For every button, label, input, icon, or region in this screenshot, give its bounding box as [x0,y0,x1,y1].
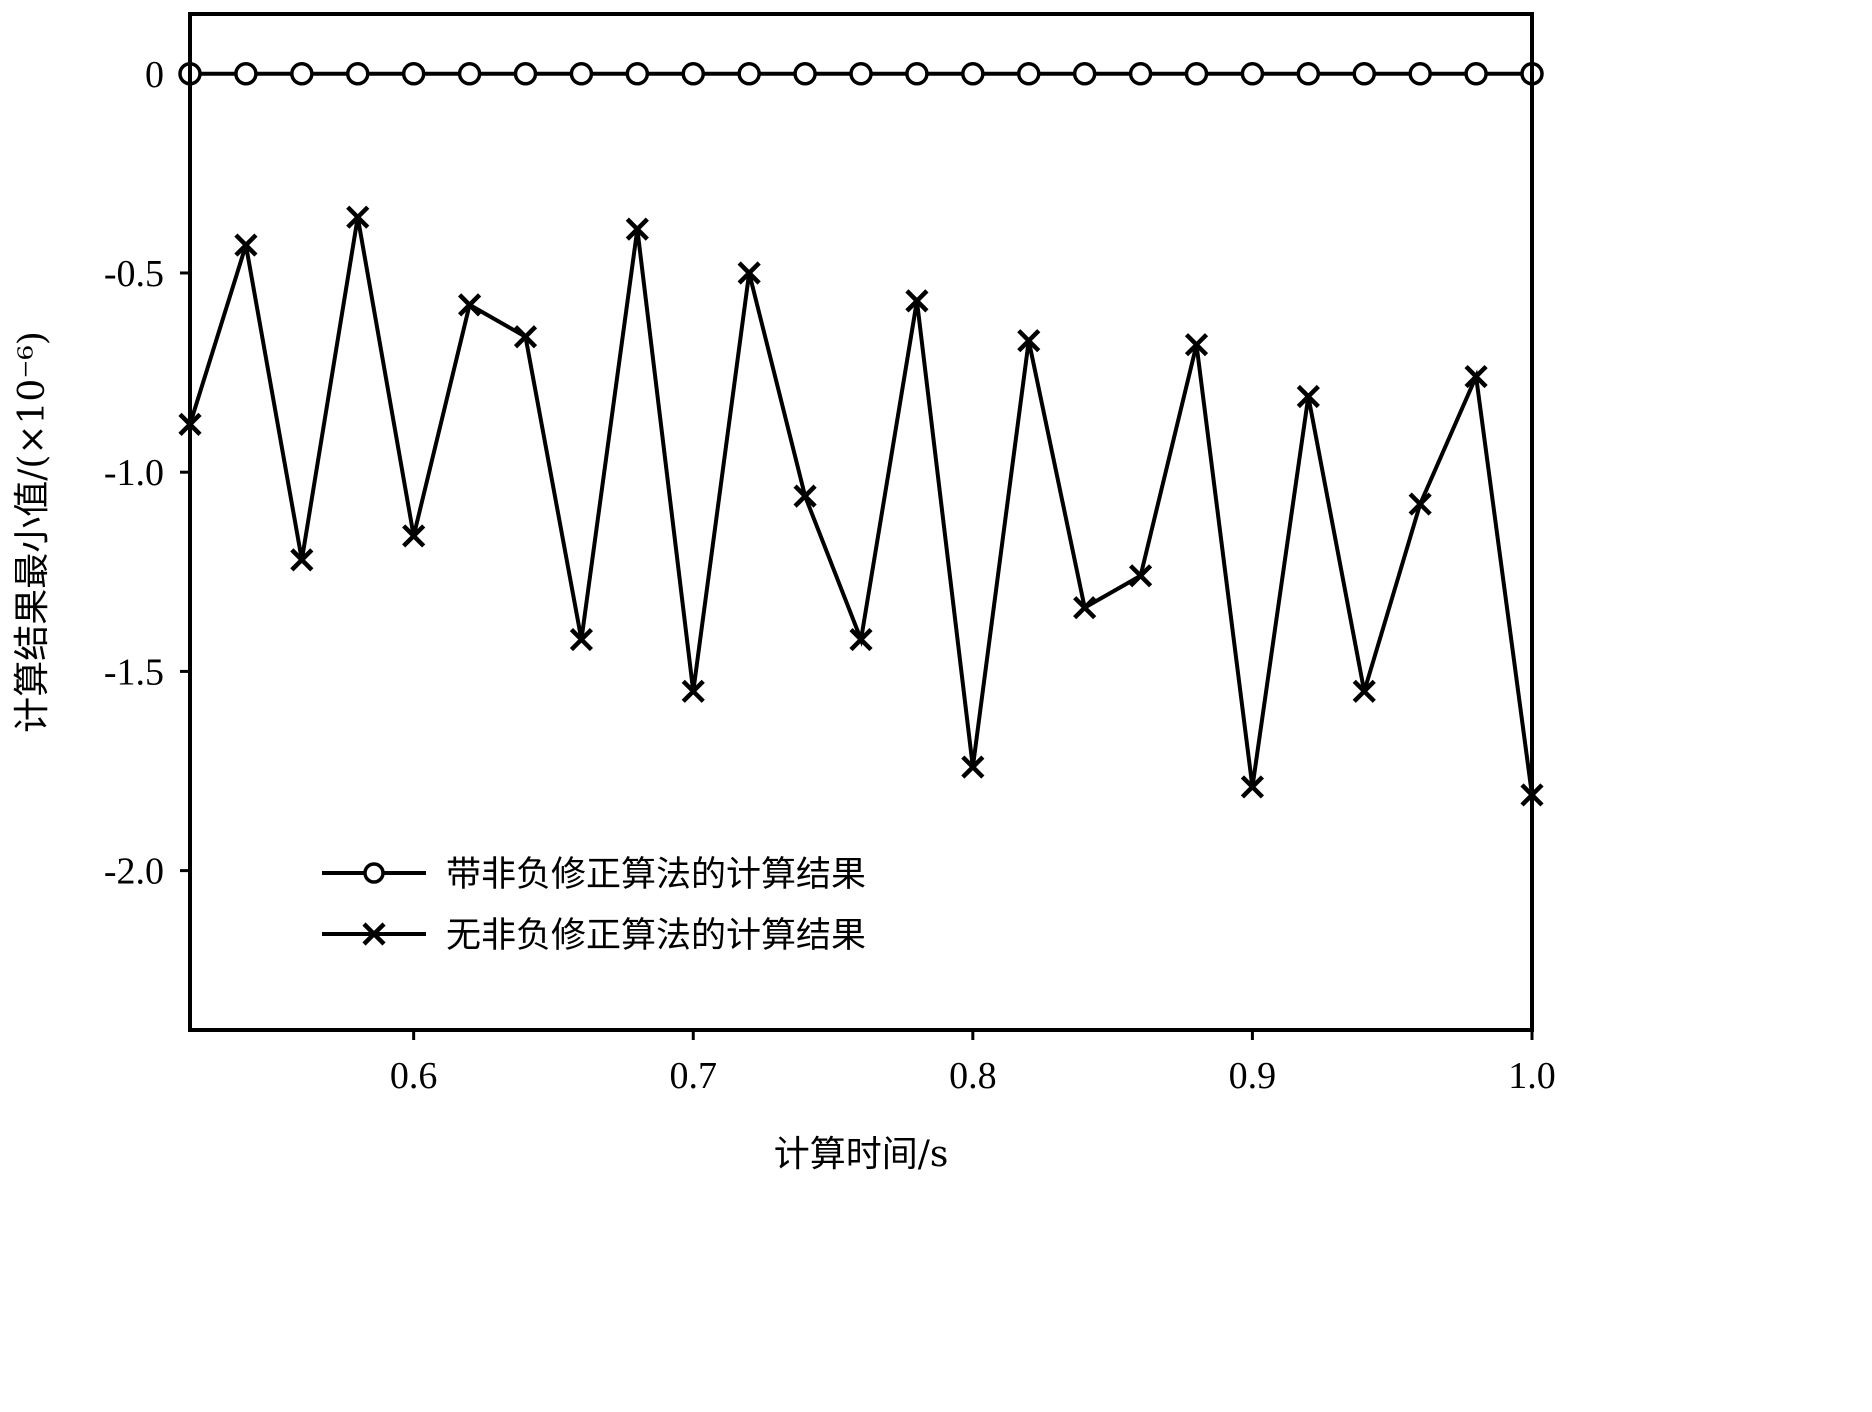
x-marker-point [1017,329,1041,353]
circle-marker-point [1240,62,1265,86]
x-marker-point [290,548,314,572]
legend-entry-circle-series: 带非负修正算法的计算结果 [322,855,866,895]
circle-marker-point [737,62,761,86]
circle-marker-point [290,62,314,86]
legend-label-x-series: 无非负修正算法的计算结果 [446,916,866,956]
y-axis-title: 计算结果最小值/(×10⁻⁶) [12,331,53,733]
circle-marker-point [569,62,594,86]
legend-label-circle-series: 带非负修正算法的计算结果 [446,855,866,895]
series-line-2 [188,216,1534,796]
x-marker-point [1184,333,1209,357]
y-axis-ticks: 0 -0.5 -1.0 -1.5 -2.0 [104,54,190,893]
circle-marker-point [961,62,985,86]
x-marker-point [1128,564,1153,588]
x-marker-point [905,289,929,313]
x-tick-label: 0.8 [949,1055,997,1097]
y-tick-label: -2.0 [104,851,164,893]
x-marker-point [1408,492,1432,516]
x-marker-point [1464,364,1488,389]
x-marker-point [346,205,370,229]
circle-marker-point [1296,62,1321,86]
circle-marker-point [1072,62,1097,86]
circle-marker-point [849,62,873,86]
circle-marker-point [1408,62,1432,86]
series-layer [178,62,1544,807]
circle-marker-point [625,62,650,86]
circle-marker-point [1352,62,1376,86]
plot-area-frame [188,12,1534,1032]
circle-marker-point [346,62,370,86]
line-chart: 0.6 0.7 0.8 0.9 1.0 0 -0.5 -1.0 -1.5 -2.0 计算时间/s… [12,12,1556,1175]
x-marker-point [513,325,538,349]
x-tick-label: 0.6 [390,1055,438,1097]
y-tick-label: -0.5 [104,253,164,295]
x-marker-point [457,293,482,317]
y-tick-label: 0 [145,54,164,96]
y-tick-label: -1.5 [104,651,164,693]
x-tick-label: 0.7 [670,1055,718,1097]
circle-marker-point [1184,62,1209,86]
x-marker-point [737,261,761,285]
x-tick-label: 1.0 [1508,1055,1556,1097]
circle-marker-point [793,62,817,86]
x-marker-point [625,217,649,241]
x-axis-ticks: 0.6 0.7 0.8 0.9 1.0 [390,1030,1556,1097]
legend-marker-x [362,922,386,946]
x-axis-title: 计算时间/s [774,1134,949,1175]
x-marker-point [234,233,258,257]
legend-marker-circle [363,862,385,884]
circle-marker-point [457,62,482,86]
x-marker-point [1296,384,1320,409]
x-marker-point [1240,775,1265,799]
circle-marker-point [401,62,426,86]
x-marker-point [1352,679,1376,703]
legend: 带非负修正算法的计算结果 无非负修正算法的计算结果 [322,855,866,956]
circle-marker-point [1128,62,1153,86]
circle-marker-point [513,62,538,86]
x-marker-point [681,679,705,703]
x-marker-point [569,627,594,652]
circle-marker-point [1464,62,1488,86]
x-marker-point [961,755,985,779]
x-marker-point [402,524,426,548]
legend-entry-x-series: 无非负修正算法的计算结果 [322,916,866,956]
x-tick-label: 0.9 [1229,1055,1277,1097]
circle-marker-point [681,62,705,86]
x-marker-point [849,627,873,652]
circle-marker-point [1017,62,1041,86]
x-marker-point [793,484,817,508]
circle-marker-point [905,62,929,86]
y-tick-label: -1.0 [104,452,164,494]
circle-marker-point [234,62,258,86]
x-marker-point [1073,596,1097,620]
